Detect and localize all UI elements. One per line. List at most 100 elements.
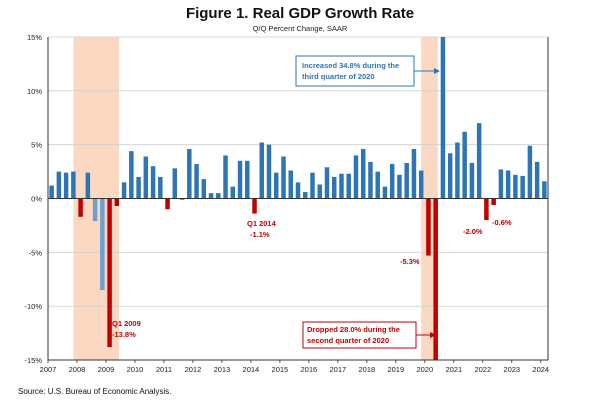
bar xyxy=(505,170,511,199)
bar xyxy=(100,198,105,291)
y-tick-label: -15% xyxy=(24,356,42,365)
bar xyxy=(172,168,178,199)
bars-layer xyxy=(49,37,547,360)
callout-q3-2020-arrowhead xyxy=(434,68,440,74)
bar xyxy=(513,174,518,199)
y-tick-label: 10% xyxy=(27,87,42,96)
bar xyxy=(92,198,98,222)
bar xyxy=(360,148,366,199)
x-tick-label: 2015 xyxy=(272,365,289,374)
callout-q2-2020: Dropped 28.0% during the second quarter … xyxy=(302,321,436,349)
x-tick-label: 2018 xyxy=(358,365,375,374)
bar xyxy=(216,193,221,199)
bar xyxy=(534,161,540,199)
annotation-q1-2014-value: -1.1% xyxy=(250,230,270,239)
bar xyxy=(136,176,141,199)
bar xyxy=(266,144,272,199)
bar xyxy=(107,198,112,348)
y-tick-label: -5% xyxy=(29,248,43,257)
annotation-q1-2014-label: Q1 2014 xyxy=(247,219,277,228)
bar xyxy=(339,173,344,199)
bar xyxy=(85,172,91,199)
bar xyxy=(281,156,286,199)
bar xyxy=(542,181,547,199)
annotation-q1-2009-label: Q1 2009 xyxy=(112,319,141,328)
bar xyxy=(252,198,257,214)
bar xyxy=(353,155,359,199)
bar xyxy=(143,156,149,199)
bar xyxy=(288,170,293,199)
callout-q3-2020-line2: third quarter of 2020 xyxy=(302,72,375,81)
x-tick-label: 2016 xyxy=(301,365,318,374)
x-tick-label: 2011 xyxy=(156,365,172,374)
bar xyxy=(324,167,330,199)
bar xyxy=(259,142,265,199)
bar xyxy=(382,186,388,199)
callout-q3-2020: Increased 34.8% during the third quarter… xyxy=(295,55,440,87)
bar xyxy=(114,198,120,207)
bar xyxy=(404,162,409,199)
axes-layer xyxy=(47,37,549,363)
bar xyxy=(187,148,192,199)
x-tick-label: 2017 xyxy=(330,365,347,374)
x-tick-label: 2020 xyxy=(416,365,433,374)
y-tick-label: 0% xyxy=(31,195,42,204)
bar xyxy=(179,198,185,200)
callout-q2-2020-box xyxy=(302,321,417,349)
x-tick-label: 2022 xyxy=(474,365,491,374)
bar xyxy=(368,161,373,199)
callout-q2-2020-line1: Dropped 28.0% during the xyxy=(307,325,400,334)
callout-q2-2020-line2: second quarter of 2020 xyxy=(307,336,389,345)
bar xyxy=(462,131,467,199)
bar xyxy=(484,198,489,221)
bar xyxy=(274,172,279,199)
bar xyxy=(411,148,417,199)
bar xyxy=(230,186,236,199)
bar xyxy=(331,176,337,199)
bar xyxy=(78,198,83,217)
bar xyxy=(346,173,351,199)
bar xyxy=(469,162,475,199)
x-tick-label: 2019 xyxy=(387,365,404,374)
bar xyxy=(476,123,482,199)
bar xyxy=(237,160,243,199)
bar xyxy=(375,171,380,199)
bar xyxy=(433,198,438,360)
bar xyxy=(194,164,199,199)
bar xyxy=(56,171,62,199)
x-tick-label: 2009 xyxy=(98,365,115,374)
x-tick-label: 2023 xyxy=(503,365,520,374)
y-tick-label: 15% xyxy=(27,33,42,42)
annotation-q1-2022-value: -2.0% xyxy=(463,227,483,236)
x-tick-label: 2024 xyxy=(532,365,549,374)
callout-q2-2020-arrowhead xyxy=(430,332,436,338)
bar xyxy=(121,182,127,199)
x-tick-label: 2010 xyxy=(127,365,144,374)
bar xyxy=(129,151,134,199)
source-note: Source: U.S. Bureau of Economic Analysis… xyxy=(18,387,172,396)
bar xyxy=(223,155,228,199)
bar xyxy=(310,172,315,199)
y-tick-label: 5% xyxy=(31,141,42,150)
bar xyxy=(418,170,424,199)
x-tick-label: 2014 xyxy=(243,365,260,374)
callout-q3-2020-line1: Increased 34.8% during the xyxy=(302,61,399,70)
bar xyxy=(455,142,460,199)
x-tick-label: 2021 xyxy=(445,365,462,374)
x-tick-label: 2013 xyxy=(214,365,231,374)
bar xyxy=(63,172,69,199)
callout-q3-2020-box xyxy=(295,55,415,87)
x-tick-label: 2007 xyxy=(40,365,57,374)
bar xyxy=(317,184,322,199)
bar xyxy=(397,174,402,199)
bar xyxy=(389,164,395,199)
bar xyxy=(165,198,170,210)
chart-subtitle: Q/Q Percent Change, SAAR xyxy=(252,24,348,33)
bar xyxy=(498,169,504,199)
x-tick-label: 2008 xyxy=(69,365,86,374)
bar xyxy=(158,176,163,199)
bar xyxy=(208,193,214,199)
x-tick-label: 2012 xyxy=(185,365,202,374)
bar xyxy=(150,166,156,199)
